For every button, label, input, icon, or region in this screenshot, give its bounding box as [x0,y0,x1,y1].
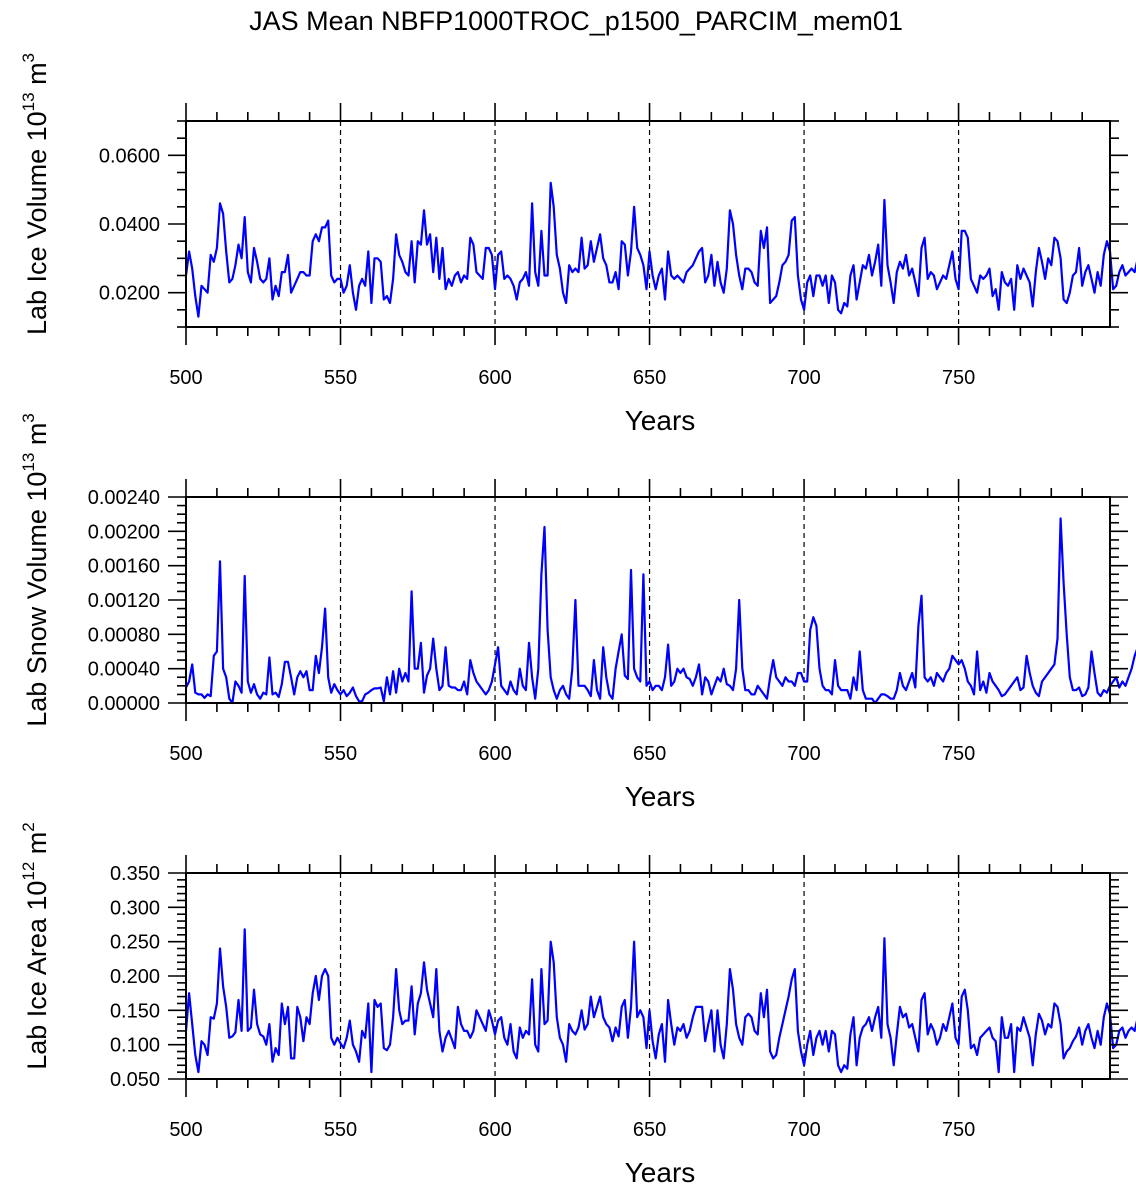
panel-lab-snow-volume: 500 550 600 650 700 750 0.00000 0.00040 0.00080 0… [19,413,1136,812]
y-axis-title-unit-exponent: 3 [19,53,38,62]
series-line [184,181,1136,318]
x-axis-title: Years [625,405,696,436]
x-tick-label: 600 [478,367,511,389]
y-axis-title: Lab Ice Volume 1013 m3 [19,53,52,335]
x-tick-label: 550 [324,367,357,389]
y-tick-label: 0.0400 [99,214,160,236]
panel-lab-ice-volume: 500 550 600 650 700 750 0.0200 0.0400 0.0600 Year… [19,53,1136,436]
y-tick-label: 0.00000 [88,693,160,715]
y-axis-title-text: Lab Ice Volume 10 [22,111,52,335]
x-tick-label: 750 [942,743,975,765]
x-tick-label: 500 [169,743,202,765]
x-tick-label: 700 [787,367,820,389]
y-axis-title-text: Lab Ice Area 10 [22,881,52,1070]
panel-lab-ice-area: 500 550 600 650 700 750 0.050 0.100 0.150 0.200 0.… [19,822,1136,1188]
y-axis-title-exponent: 13 [19,453,38,472]
series-line [185,517,1136,705]
y-tick-label: 0.0600 [99,145,160,167]
y-tick-label: 0.100 [110,1035,160,1057]
y-axis-title-exponent: 13 [19,92,38,111]
y-axis-title-unit: m [22,832,52,862]
y-axis-title-exponent: 12 [19,862,38,881]
y-tick-label: 0.250 [110,932,160,954]
y-tick-label: 0.0200 [99,283,160,305]
x-tick-label: 750 [942,1119,975,1141]
y-axis-title-unit: m [22,62,52,92]
y-tick-label: 0.350 [110,863,160,885]
y-axis-title-unit: m [22,423,52,453]
y-tick-label: 0.00240 [88,487,160,509]
x-tick-label: 700 [787,1119,820,1141]
x-tick-label: 650 [633,1119,666,1141]
y-axis-title-unit-exponent: 2 [19,822,38,831]
y-axis-title-unit-exponent: 3 [19,413,38,422]
y-axis-title: Lab Ice Area 1012 m2 [19,822,52,1070]
x-tick-label: 750 [942,367,975,389]
figure-title: JAS Mean NBFP1000TROC_p1500_PARCIM_mem01 [249,6,903,36]
x-tick-label: 650 [633,367,666,389]
x-axis-title: Years [625,781,696,812]
y-tick-label: 0.00200 [88,521,160,543]
x-tick-label: 500 [169,1119,202,1141]
series-line [184,928,1136,1074]
x-axis-title: Years [625,1157,696,1188]
y-tick-label: 0.200 [110,966,160,988]
y-tick-label: 0.300 [110,897,160,919]
y-tick-label: 0.00160 [88,556,160,578]
x-tick-label: 550 [324,743,357,765]
y-tick-label: 0.00080 [88,624,160,646]
y-tick-label: 0.150 [110,1000,160,1022]
x-tick-label: 500 [169,367,202,389]
y-tick-label: 0.00120 [88,590,160,612]
y-tick-label: 0.00040 [88,659,160,681]
x-tick-label: 550 [324,1119,357,1141]
y-axis-title: Lab Snow Volume 1013 m3 [19,413,52,727]
x-tick-label: 600 [478,1119,511,1141]
x-tick-label: 700 [787,743,820,765]
x-tick-label: 600 [478,743,511,765]
y-tick-label: 0.050 [110,1069,160,1091]
y-axis-title-text: Lab Snow Volume 10 [22,472,52,727]
x-tick-label: 650 [633,743,666,765]
